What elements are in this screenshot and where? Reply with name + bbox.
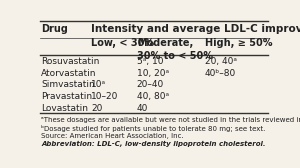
Text: Source: American Heart Association, Inc.: Source: American Heart Association, Inc. <box>41 133 184 139</box>
Text: 40, 80ᵃ: 40, 80ᵃ <box>137 92 169 101</box>
Text: 10ᵃ: 10ᵃ <box>91 80 106 89</box>
Text: Rosuvastatin: Rosuvastatin <box>41 57 99 66</box>
Text: Intensity and average LDL-C improvement: Intensity and average LDL-C improvement <box>91 24 300 34</box>
Text: Atorvastatin: Atorvastatin <box>41 69 97 78</box>
Text: 40ᵇ–80: 40ᵇ–80 <box>205 69 236 78</box>
Text: Simvastatin: Simvastatin <box>41 80 95 89</box>
Text: Drug: Drug <box>41 24 68 34</box>
Text: 20, 40ᵃ: 20, 40ᵃ <box>205 57 237 66</box>
Text: Low, < 30%: Low, < 30% <box>91 38 154 48</box>
Text: ᵇDosage studied for patients unable to tolerate 80 mg; see text.: ᵇDosage studied for patients unable to t… <box>41 124 266 132</box>
Text: 20: 20 <box>91 104 103 113</box>
Text: Lovastatin: Lovastatin <box>41 104 88 113</box>
Text: Moderate,
30% to < 50%: Moderate, 30% to < 50% <box>137 38 213 61</box>
Text: 10–20: 10–20 <box>91 92 119 101</box>
Text: 20–40: 20–40 <box>137 80 164 89</box>
Text: High, ≥ 50%: High, ≥ 50% <box>205 38 272 48</box>
Text: ᵃThese dosages are available but were not studied in the trials reviewed in the : ᵃThese dosages are available but were no… <box>41 117 300 122</box>
Text: 10, 20ᵃ: 10, 20ᵃ <box>137 69 169 78</box>
Text: Pravastatin: Pravastatin <box>41 92 92 101</box>
Text: 5ᵃ, 10: 5ᵃ, 10 <box>137 57 163 66</box>
Text: Abbreviation: LDL-C, low-density lipoprotein cholesterol.: Abbreviation: LDL-C, low-density lipopro… <box>41 141 266 147</box>
Text: 40: 40 <box>137 104 148 113</box>
